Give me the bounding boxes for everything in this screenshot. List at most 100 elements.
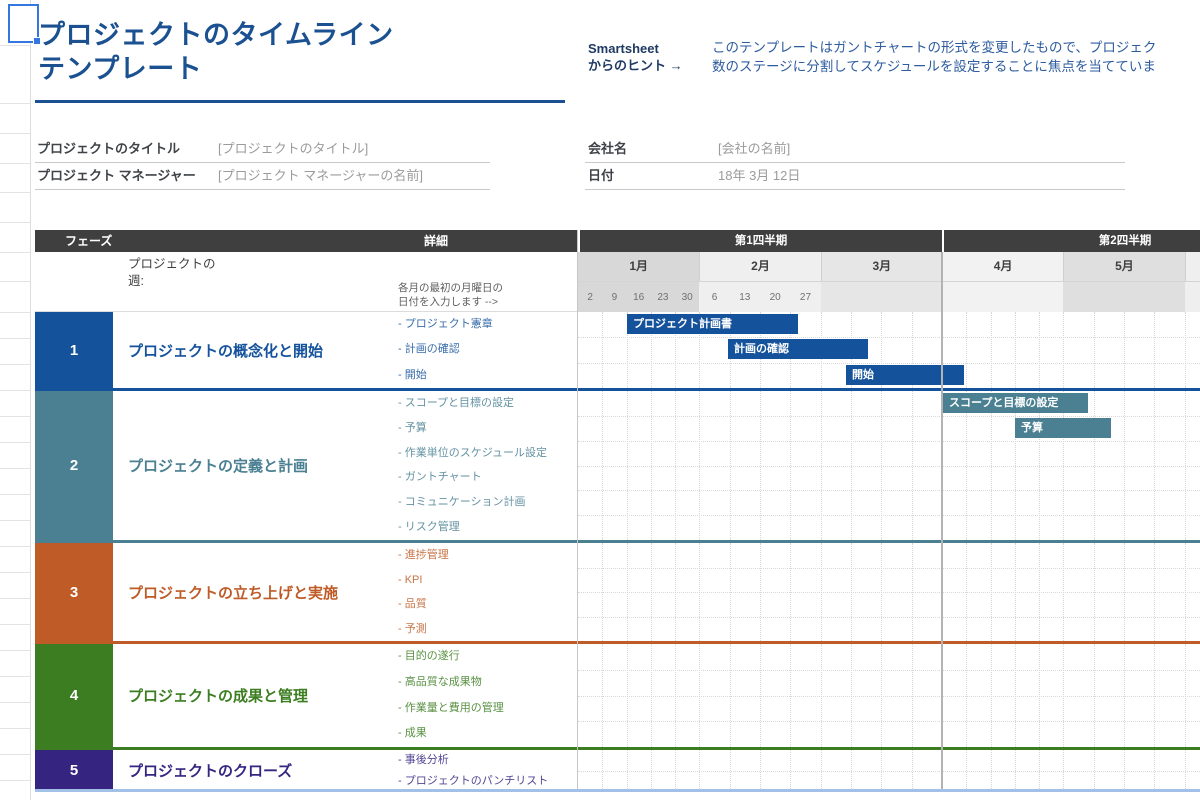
phase-column-header[interactable]: フェーズ: [65, 234, 113, 248]
margin-gridline: [0, 192, 30, 193]
week-start-date[interactable]: [881, 282, 911, 313]
phase-number-cell[interactable]: 2: [35, 391, 113, 540]
gantt-month-cell: [1184, 312, 1200, 388]
phase-details-cell[interactable]: - 事後分析 - プロジェクトのパンチリスト: [398, 750, 578, 791]
gantt-row-chart[interactable]: スコープと目標の設定予算: [578, 391, 1200, 540]
phase-row-3: 3 プロジェクトの立ち上げと実施 - 進捗管理 - KPI - 品質 - 予測: [35, 543, 1200, 644]
gantt-bar[interactable]: 予算: [1015, 417, 1111, 438]
week-start-date[interactable]: [1124, 282, 1154, 313]
week-start-date[interactable]: 6: [711, 292, 718, 303]
week-start-date[interactable]: [1154, 282, 1184, 313]
gantt-subrow-line: [578, 567, 1200, 569]
gantt-bar[interactable]: 計画の確認: [728, 339, 868, 360]
field-value-right-1[interactable]: 18年 3月 12日: [718, 168, 801, 183]
week-start-date[interactable]: 27: [799, 292, 812, 303]
phase-detail-item: - スコープと目標の設定: [398, 397, 515, 409]
week-start-date[interactable]: [851, 282, 881, 313]
month-cell[interactable]: 4月: [941, 252, 1064, 281]
week-start-date[interactable]: [1094, 282, 1124, 313]
phase-title-cell[interactable]: プロジェクトの立ち上げと実施: [128, 584, 339, 602]
field-value-right-0[interactable]: [会社の名前]: [718, 141, 791, 156]
field-label-left-1[interactable]: プロジェクト マネージャー: [37, 168, 196, 183]
phase-detail-item: - プロジェクト憲章: [398, 318, 493, 330]
gantt-bar[interactable]: 開始: [846, 364, 964, 385]
week-start-date[interactable]: 23: [657, 292, 669, 303]
quarter-2-header[interactable]: 第2四半期: [942, 230, 1200, 252]
field-value-left-0[interactable]: [プロジェクトのタイトル]: [218, 141, 369, 156]
week-start-date[interactable]: [821, 282, 851, 313]
sheet-margin-vline: [30, 0, 31, 800]
phase-number-cell[interactable]: 5: [35, 750, 113, 791]
week-start-date[interactable]: [1185, 282, 1200, 313]
week-start-date[interactable]: [1015, 282, 1039, 313]
phase-details-cell[interactable]: - 目的の遂行 - 高品質な成果物 - 作業量と費用の管理 - 成果: [398, 644, 578, 747]
gantt-subrow-line: [578, 695, 1200, 697]
week-start-date[interactable]: [942, 282, 966, 313]
phase-title-cell[interactable]: プロジェクトの概念化と開始: [128, 342, 324, 360]
project-week-note[interactable]: プロジェクトの 週:: [128, 256, 216, 290]
field-label-right-0[interactable]: 会社名: [588, 141, 628, 156]
week-start-date[interactable]: [912, 282, 942, 313]
phase-detail-item: - 高品質な成果物: [398, 675, 482, 688]
month-cell[interactable]: 1月: [578, 252, 700, 281]
field-underline: [585, 162, 1125, 163]
bottom-freeze-line: [35, 789, 1200, 792]
week-start-date[interactable]: 20: [769, 292, 781, 303]
week-start-date[interactable]: [966, 282, 990, 313]
phase-row-2: 2 プロジェクトの定義と計画 - スコープと目標の設定 - 予算 - 作業単位のスケジュ…: [35, 391, 1200, 543]
phase-details-cell[interactable]: - スコープと目標の設定 - 予算 - 作業単位のスケジュール設定 - ガントチャート…: [398, 391, 578, 540]
gantt-bar[interactable]: プロジェクト計画書: [627, 314, 798, 334]
phase-details-cell[interactable]: - 進捗管理 - KPI - 品質 - 予測: [398, 543, 578, 641]
margin-gridline: [0, 546, 30, 547]
field-label-right-1[interactable]: 日付: [588, 168, 615, 183]
week-start-date[interactable]: 30: [681, 292, 693, 303]
page-title-line1: プロジェクトのタイムライン: [38, 20, 394, 50]
field-label-left-0[interactable]: プロジェクトのタイトル: [37, 141, 181, 156]
week-start-date[interactable]: 2: [587, 292, 593, 303]
margin-gridline: [0, 133, 30, 134]
month-cell[interactable]: 2月: [699, 252, 821, 281]
week-start-date[interactable]: 13: [739, 292, 751, 303]
phase-details-cell[interactable]: - プロジェクト憲章 - 計画の確認 - 開始: [398, 312, 578, 388]
month-cell[interactable]: [1184, 252, 1200, 281]
week-start-date[interactable]: 16: [633, 292, 645, 303]
margin-gridline: [0, 364, 30, 365]
gantt-bar[interactable]: スコープと目標の設定: [943, 393, 1088, 413]
phase-detail-item: - 予測: [398, 622, 427, 635]
gantt-week-cell: [1014, 312, 1039, 388]
phase-number-cell[interactable]: 1: [35, 312, 113, 388]
week-group: [941, 282, 1064, 313]
phase-row-4: 4 プロジェクトの成果と管理 - 目的の遂行 - 高品質な成果物 - 作業量と費用の管理…: [35, 644, 1200, 750]
week-group: [820, 282, 942, 313]
week-start-date[interactable]: [991, 282, 1015, 313]
quarter-1-header[interactable]: 第1四半期: [578, 230, 942, 252]
week-start-date[interactable]: 9: [611, 292, 618, 303]
month-cell[interactable]: 5月: [1063, 252, 1185, 281]
gantt-week-cell: [1039, 312, 1063, 388]
gantt-subrow-line: [578, 362, 1200, 364]
gantt-row-chart[interactable]: [578, 644, 1200, 747]
phase-number-cell[interactable]: 3: [35, 543, 113, 641]
phase-number-cell[interactable]: 4: [35, 644, 113, 747]
field-value-left-1[interactable]: [プロジェクト マネージャーの名前]: [218, 168, 423, 183]
week-start-date[interactable]: [1039, 282, 1063, 313]
gantt-row-chart[interactable]: [578, 543, 1200, 641]
margin-gridline: [0, 520, 30, 521]
gantt-row-chart[interactable]: [578, 750, 1200, 791]
active-cell-selection[interactable]: [8, 4, 41, 45]
phase-title-cell[interactable]: プロジェクトの成果と管理: [128, 688, 309, 705]
fill-handle[interactable]: [33, 37, 41, 45]
gantt-row-chart[interactable]: プロジェクト計画書計画の確認開始: [578, 312, 1200, 388]
monday-date-note[interactable]: 各月の最初の月曜日の 日付を入力します -->: [398, 281, 503, 309]
gantt-month-cell: [1063, 312, 1184, 388]
phase-title-cell[interactable]: プロジェクトのクローズ: [128, 763, 293, 780]
phase-detail-item: - 目的の遂行: [398, 650, 460, 662]
phase-title-cell[interactable]: プロジェクトの定義と計画: [128, 458, 309, 475]
details-column-header[interactable]: 詳細: [424, 234, 449, 248]
month-cell[interactable]: 3月: [820, 252, 942, 281]
margin-gridline: [0, 281, 30, 282]
field-underline: [35, 189, 490, 190]
week-start-date[interactable]: [1063, 282, 1093, 313]
gantt-week-cell: [1184, 312, 1200, 388]
